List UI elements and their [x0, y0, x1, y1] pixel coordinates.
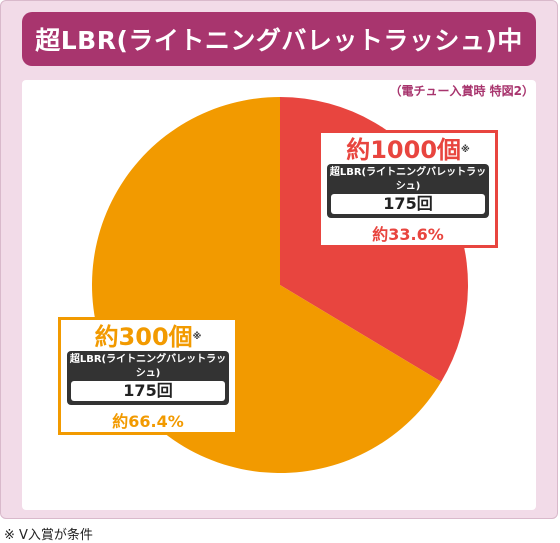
- slice-amount-red: 約1000個※: [321, 136, 495, 164]
- mode-panel: 超LBR(ライトニングバレットラッシュ) 175回: [327, 164, 489, 218]
- chart-subtitle: （電チュー入賞時 特図2）: [389, 84, 534, 98]
- mode-name: 超LBR(ライトニングバレットラッシュ): [329, 167, 487, 192]
- mode-name: 超LBR(ライトニングバレットラッシュ): [69, 354, 227, 379]
- note-mark: ※: [192, 332, 202, 342]
- mode-panel: 超LBR(ライトニングバレットラッシュ) 175回: [67, 351, 229, 405]
- round-count: 175回: [71, 381, 225, 401]
- slice-amount-text: 約1000個: [346, 136, 462, 164]
- slice-amount-text: 約300個: [94, 323, 193, 351]
- footnote: ※ V入賞が条件: [4, 528, 93, 543]
- slice-label-box-orange: 約300個※ 超LBR(ライトニングバレットラッシュ) 175回 約66.4%: [58, 317, 238, 435]
- chart-title: 超LBR(ライトニングバレットラッシュ)中: [22, 12, 536, 66]
- slice-percent-orange: 約66.4%: [112, 412, 184, 431]
- slice-label-box-red: 約1000個※ 超LBR(ライトニングバレットラッシュ) 175回 約33.6%: [318, 130, 498, 248]
- slice-amount-orange: 約300個※: [61, 323, 235, 351]
- round-count: 175回: [331, 194, 485, 214]
- slice-percent-red: 約33.6%: [372, 225, 444, 244]
- note-mark: ※: [461, 145, 470, 155]
